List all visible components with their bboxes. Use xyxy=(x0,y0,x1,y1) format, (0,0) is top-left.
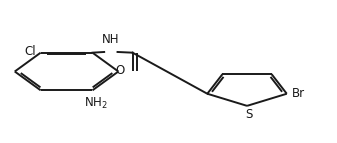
Text: NH$_2$: NH$_2$ xyxy=(84,96,108,111)
Text: Cl: Cl xyxy=(24,45,36,58)
Text: Br: Br xyxy=(292,87,305,100)
Text: NH: NH xyxy=(102,33,120,46)
Text: S: S xyxy=(245,108,252,121)
Text: O: O xyxy=(115,64,124,77)
